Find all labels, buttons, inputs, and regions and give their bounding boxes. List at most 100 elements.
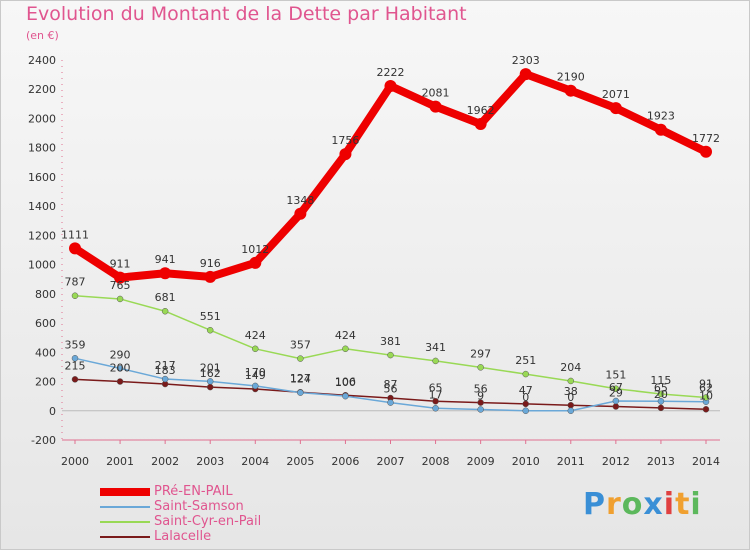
data-label: 215 <box>65 359 86 372</box>
legend-label: Saint-Cyr-en-Pail <box>154 514 262 529</box>
data-label: 381 <box>380 335 401 348</box>
data-label: 2081 <box>422 87 450 100</box>
data-point <box>252 345 259 353</box>
data-point <box>477 406 484 413</box>
data-label: 204 <box>560 361 581 374</box>
data-label: 916 <box>200 257 221 270</box>
data-point <box>432 357 439 365</box>
x-tick-label: 2005 <box>286 455 314 468</box>
data-point <box>702 394 710 401</box>
x-tick-label: 2001 <box>106 455 134 468</box>
x-tick-label: 2004 <box>241 455 269 468</box>
data-label: 2071 <box>602 88 630 101</box>
data-point <box>69 242 81 255</box>
data-point <box>342 392 349 400</box>
y-tick-label: 1200 <box>28 229 56 242</box>
data-label: 65 <box>654 381 668 394</box>
data-point <box>161 375 169 383</box>
data-label: 765 <box>110 279 131 292</box>
data-label: 1348 <box>286 194 314 207</box>
y-tick-label: 800 <box>35 288 56 301</box>
data-point <box>432 405 439 412</box>
data-point <box>657 404 665 412</box>
data-point <box>387 351 394 359</box>
data-label: 9 <box>477 389 484 402</box>
x-tick-label: 2008 <box>422 455 450 468</box>
data-point <box>522 407 529 415</box>
data-label: 2303 <box>512 54 540 67</box>
data-label: 551 <box>200 310 221 323</box>
legend-item: Saint-Samson <box>100 499 261 514</box>
data-point <box>206 383 214 391</box>
data-label: 2190 <box>557 71 585 84</box>
legend-label: PRé-EN-PAIL <box>154 484 233 499</box>
data-point <box>477 399 484 406</box>
legend-item: PRé-EN-PAIL <box>100 484 261 499</box>
data-label: 151 <box>605 369 626 382</box>
data-label: 217 <box>155 359 176 372</box>
data-point <box>477 364 484 371</box>
data-point <box>71 292 79 299</box>
data-label: 201 <box>200 361 221 374</box>
x-tick-label: 2006 <box>331 455 359 468</box>
data-label: 29 <box>609 387 623 400</box>
data-point <box>71 355 79 362</box>
data-point <box>522 400 529 408</box>
data-label: 20 <box>654 388 668 401</box>
data-point <box>564 84 577 97</box>
data-label: 127 <box>290 372 311 385</box>
x-tick-label: 2009 <box>467 455 495 468</box>
data-point <box>612 385 620 392</box>
data-point <box>432 398 439 405</box>
data-label: 183 <box>155 364 176 377</box>
data-label: 106 <box>335 375 356 388</box>
data-label: 1923 <box>647 110 675 123</box>
data-point <box>204 270 217 283</box>
data-label: 1772 <box>692 132 720 145</box>
data-point <box>294 207 307 220</box>
data-point <box>116 378 124 385</box>
data-label: 941 <box>155 253 176 266</box>
data-label: 170 <box>245 366 266 379</box>
data-point <box>612 403 620 410</box>
data-label: 200 <box>110 362 131 375</box>
data-point <box>384 80 397 93</box>
data-point <box>297 389 304 396</box>
data-label: 359 <box>65 338 86 351</box>
data-point <box>429 100 442 113</box>
data-label: 115 <box>650 374 671 387</box>
chart-subtitle: (en €) <box>26 29 59 42</box>
data-point <box>206 378 214 385</box>
data-point <box>161 307 169 315</box>
y-tick-label: 200 <box>35 376 56 389</box>
data-label: 38 <box>564 385 578 398</box>
x-tick-label: 2007 <box>377 455 405 468</box>
data-point <box>567 377 575 385</box>
chart-title: Evolution du Montant de la Dette par Hab… <box>26 3 467 25</box>
data-label: 424 <box>335 329 356 342</box>
data-label: 67 <box>609 381 623 394</box>
y-tick-label: -200 <box>31 434 56 447</box>
legend-swatch <box>100 535 150 538</box>
data-point <box>116 295 124 303</box>
data-label: 341 <box>425 341 446 354</box>
y-tick-label: 2000 <box>28 112 56 125</box>
data-label: 290 <box>110 348 131 361</box>
legend-swatch <box>100 505 150 508</box>
data-point <box>567 407 575 415</box>
data-point <box>249 256 262 269</box>
data-label: 56 <box>474 383 488 396</box>
data-point <box>609 102 622 115</box>
data-label: 424 <box>245 329 266 342</box>
data-point <box>700 145 712 158</box>
x-tick-label: 2000 <box>61 455 89 468</box>
data-label: 162 <box>200 367 221 380</box>
data-point <box>252 382 259 390</box>
data-point <box>116 365 124 372</box>
y-tick-label: 1400 <box>28 200 56 213</box>
data-label: 681 <box>155 291 176 304</box>
data-label: 124 <box>290 373 311 386</box>
data-label: 251 <box>515 354 536 367</box>
data-point <box>519 68 532 81</box>
x-tick-label: 2011 <box>557 455 585 468</box>
